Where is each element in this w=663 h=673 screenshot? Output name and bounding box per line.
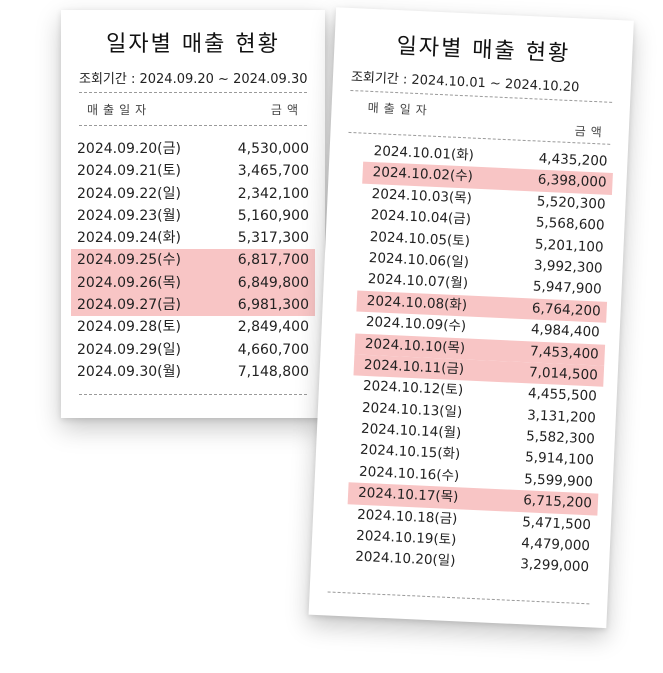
sales-amount: 4,479,000	[520, 535, 591, 555]
sales-row: 2024.09.21(토) 3,465,700	[61, 160, 325, 182]
sales-date: 2024.09.30(월)	[77, 363, 181, 380]
sales-amount: 4,435,200	[538, 150, 608, 170]
sales-amount: 5,471,500	[521, 513, 592, 533]
sales-row: 2024.09.23(월) 5,160,900	[61, 205, 325, 227]
sales-amount: 5,947,900	[532, 278, 602, 298]
receipt-title: 일자별 매출 현황	[106, 32, 280, 57]
highlighted-sales-row: 2024.09.26(목) 6,849,800	[71, 271, 315, 295]
column-header-amount: 금액	[574, 124, 608, 140]
sales-amount: 7,148,800	[237, 363, 309, 380]
sales-date: 2024.09.27(금)	[77, 297, 181, 314]
sales-amount: 2,342,100	[237, 185, 309, 202]
sales-amount: 6,849,800	[237, 274, 309, 291]
column-header-date: 매출일자	[87, 103, 152, 117]
sales-amount: 6,398,000	[537, 171, 607, 192]
receipt-october: 일자별 매출 현황 조회기간 : 2024.10.01 ~ 2024.10.20…	[308, 7, 634, 629]
divider	[79, 125, 307, 126]
sales-amount: 3,131,200	[526, 407, 597, 427]
sales-date: 2024.09.20(금)	[77, 141, 181, 157]
sales-amount: 2,849,400	[237, 319, 309, 336]
sales-date: 2024.09.29(일)	[77, 341, 181, 358]
sales-table: 2024.09.20(금) 4,530,000 2024.09.21(토) 3,465…	[61, 138, 325, 383]
sales-row: 2024.09.22(일) 2,342,100	[61, 183, 325, 205]
sales-amount: 4,455,500	[527, 385, 598, 405]
sales-date: 2024.09.21(토)	[77, 163, 181, 180]
sales-amount: 4,530,000	[237, 141, 309, 157]
sales-amount: 3,299,000	[519, 556, 590, 576]
sales-amount: 5,568,600	[535, 214, 605, 234]
sales-amount: 5,201,100	[534, 236, 604, 256]
sales-amount: 3,992,300	[533, 257, 603, 277]
sales-amount: 5,599,900	[523, 471, 594, 491]
sales-amount: 5,520,300	[536, 193, 606, 213]
sales-date: 2024.09.23(월)	[77, 207, 181, 224]
column-header-date: 매출일자	[367, 100, 433, 118]
highlighted-sales-row: 2024.09.27(금) 6,981,300	[71, 294, 315, 317]
sales-amount: 5,582,300	[525, 428, 596, 448]
sales-date: 2024.10.20(일)	[354, 549, 456, 570]
sales-date: 2024.09.25(수)	[77, 252, 181, 269]
sales-amount: 5,914,100	[524, 449, 595, 469]
sales-row: 2024.09.28(토) 2,849,400	[61, 316, 325, 338]
sales-row: 2024.09.24(화) 5,317,300	[61, 227, 325, 249]
divider	[327, 591, 590, 605]
divider	[79, 394, 307, 395]
sales-amount: 5,317,300	[237, 230, 309, 247]
sales-amount: 7,014,500	[528, 364, 599, 384]
sales-amount: 3,465,700	[237, 163, 309, 180]
receipt-september: 일자별 매출 현황 조회기간 : 2024.09.20 ~ 2024.09.30…	[61, 10, 325, 418]
sales-amount: 6,715,200	[522, 492, 593, 512]
divider	[79, 92, 307, 93]
sales-date: 2024.09.28(토)	[77, 319, 181, 336]
sales-table: 2024.10.01(화) 4,435,200 2024.10.02(수) 6,398…	[311, 139, 628, 580]
receipt-title: 일자별 매출 현황	[396, 34, 571, 67]
highlighted-sales-row: 2024.09.25(수) 6,817,700	[71, 249, 315, 272]
sales-amount: 6,764,200	[531, 300, 601, 320]
sales-amount: 5,160,900	[237, 207, 309, 224]
column-header-amount: 금액	[270, 103, 303, 117]
sales-amount: 6,817,700	[237, 252, 309, 269]
sales-amount: 6,981,300	[237, 297, 309, 314]
sales-row: 2024.09.29(일) 4,660,700	[61, 339, 325, 361]
sales-date: 2024.09.24(화)	[77, 230, 181, 247]
sales-amount: 4,984,400	[530, 321, 601, 341]
sales-amount: 4,660,700	[237, 341, 309, 358]
sales-amount: 7,453,400	[529, 342, 600, 363]
sales-row: 2024.09.30(월) 7,148,800	[61, 361, 325, 383]
sales-row: 2024.09.20(금) 4,530,000	[61, 138, 325, 160]
sales-date: 2024.09.22(일)	[77, 185, 181, 202]
query-period: 조회기간 : 2024.09.20 ~ 2024.09.30	[79, 72, 308, 87]
sales-date: 2024.09.26(목)	[77, 274, 181, 291]
